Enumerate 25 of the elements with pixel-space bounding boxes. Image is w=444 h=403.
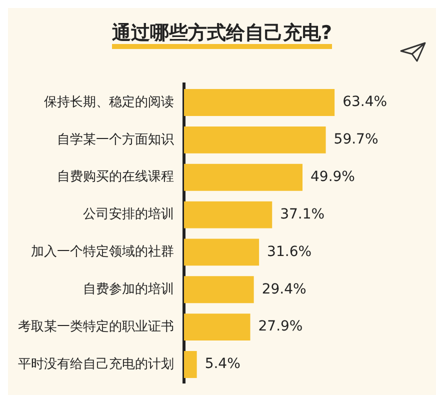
bar: [184, 238, 260, 266]
bar: [184, 351, 197, 378]
data-label: 31.6%: [267, 244, 312, 260]
data-label: 59.7%: [334, 132, 378, 148]
y-tick-label: 自费购买的在线课程: [57, 170, 174, 185]
bar: [184, 126, 326, 154]
data-label: 5.4%: [204, 356, 240, 372]
data-label: 29.4%: [262, 281, 306, 298]
chart-title: 通过哪些方式给自己充电?: [112, 22, 332, 49]
y-tick-label: 公司安排的培训: [83, 206, 174, 222]
y-tick-label: 保持长期、稳定的阅读: [44, 94, 174, 110]
data-label: 27.9%: [258, 318, 303, 335]
bar: [184, 164, 303, 191]
bar: [184, 201, 272, 228]
y-tick-label: 自费参加的培训: [83, 282, 174, 298]
y-tick-label: 加入一个特定领域的社群: [31, 244, 174, 260]
data-label: 37.1%: [280, 206, 325, 222]
data-label: 63.4%: [342, 94, 388, 110]
bar: [184, 314, 250, 341]
bar: [184, 276, 254, 304]
y-tick-label: 自学某一个方面知识: [57, 131, 174, 148]
bar: [184, 89, 335, 116]
y-tick-label: 平时没有给自己充电的计划: [18, 356, 174, 372]
data-label: 49.9%: [310, 169, 355, 186]
y-tick-label: 考取某一类特定的职业证书: [18, 319, 174, 334]
